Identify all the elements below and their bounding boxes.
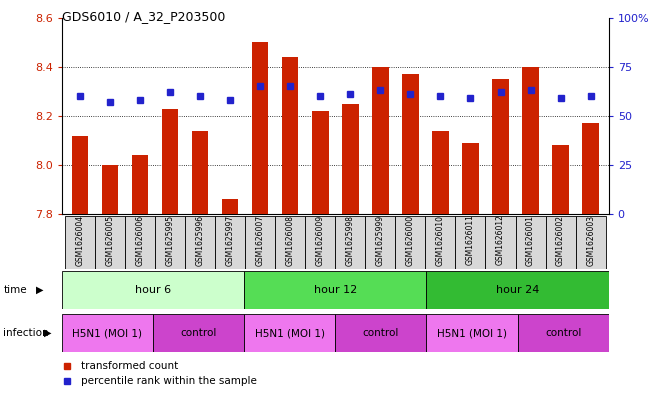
Bar bbox=[426, 314, 518, 352]
Bar bbox=[492, 79, 509, 214]
Bar bbox=[342, 104, 359, 214]
Bar bbox=[552, 145, 569, 214]
Text: GSM1626008: GSM1626008 bbox=[286, 215, 295, 266]
Text: time: time bbox=[3, 285, 27, 295]
Bar bbox=[102, 165, 118, 214]
Text: infection: infection bbox=[3, 328, 49, 338]
Text: GSM1625999: GSM1625999 bbox=[376, 215, 385, 266]
Text: H5N1 (MOI 1): H5N1 (MOI 1) bbox=[72, 328, 143, 338]
Text: GSM1625998: GSM1625998 bbox=[346, 215, 355, 266]
Text: GSM1626003: GSM1626003 bbox=[586, 215, 595, 266]
Bar bbox=[252, 42, 268, 214]
Bar bbox=[546, 216, 575, 269]
Text: transformed count: transformed count bbox=[81, 360, 178, 371]
Text: percentile rank within the sample: percentile rank within the sample bbox=[81, 376, 257, 386]
Text: GSM1626010: GSM1626010 bbox=[436, 215, 445, 266]
Bar bbox=[395, 216, 425, 269]
Bar bbox=[462, 143, 478, 214]
Text: ▶: ▶ bbox=[36, 285, 44, 295]
Bar bbox=[402, 74, 419, 214]
Text: ▶: ▶ bbox=[44, 328, 52, 338]
Bar bbox=[335, 216, 365, 269]
Bar bbox=[432, 130, 449, 214]
Text: control: control bbox=[545, 328, 581, 338]
Bar bbox=[335, 314, 426, 352]
Bar bbox=[65, 216, 95, 269]
Bar bbox=[132, 155, 148, 214]
Bar bbox=[522, 67, 539, 214]
Bar bbox=[244, 271, 426, 309]
Text: H5N1 (MOI 1): H5N1 (MOI 1) bbox=[255, 328, 325, 338]
Text: hour 12: hour 12 bbox=[314, 285, 357, 295]
Bar bbox=[95, 216, 125, 269]
Bar bbox=[426, 271, 609, 309]
Bar bbox=[245, 216, 275, 269]
Text: GSM1626011: GSM1626011 bbox=[466, 215, 475, 265]
Bar bbox=[518, 314, 609, 352]
Bar bbox=[155, 216, 185, 269]
Bar bbox=[282, 57, 298, 214]
Text: GSM1626005: GSM1626005 bbox=[105, 215, 115, 266]
Bar bbox=[244, 314, 335, 352]
Bar bbox=[192, 130, 208, 214]
Bar bbox=[222, 199, 238, 214]
Text: GSM1626006: GSM1626006 bbox=[135, 215, 145, 266]
Bar bbox=[575, 216, 605, 269]
Bar bbox=[72, 136, 88, 214]
Bar bbox=[62, 314, 153, 352]
Text: GSM1625997: GSM1625997 bbox=[226, 215, 234, 266]
Text: GSM1626007: GSM1626007 bbox=[256, 215, 265, 266]
Text: H5N1 (MOI 1): H5N1 (MOI 1) bbox=[437, 328, 507, 338]
Text: GSM1626001: GSM1626001 bbox=[526, 215, 535, 266]
Text: GSM1626002: GSM1626002 bbox=[556, 215, 565, 266]
Bar bbox=[583, 123, 599, 214]
Bar bbox=[185, 216, 215, 269]
Bar bbox=[312, 111, 329, 214]
Text: GSM1625996: GSM1625996 bbox=[195, 215, 204, 266]
Text: GSM1626004: GSM1626004 bbox=[76, 215, 85, 266]
Bar bbox=[425, 216, 456, 269]
Text: control: control bbox=[180, 328, 217, 338]
Text: GSM1626000: GSM1626000 bbox=[406, 215, 415, 266]
Text: control: control bbox=[363, 328, 399, 338]
Bar bbox=[62, 271, 244, 309]
Bar bbox=[372, 67, 389, 214]
Bar bbox=[486, 216, 516, 269]
Bar bbox=[516, 216, 546, 269]
Bar bbox=[305, 216, 335, 269]
Text: GDS6010 / A_32_P203500: GDS6010 / A_32_P203500 bbox=[62, 10, 225, 23]
Text: hour 24: hour 24 bbox=[496, 285, 539, 295]
Text: hour 6: hour 6 bbox=[135, 285, 171, 295]
Text: GSM1625995: GSM1625995 bbox=[165, 215, 174, 266]
Bar bbox=[365, 216, 395, 269]
Bar bbox=[456, 216, 486, 269]
Text: GSM1626009: GSM1626009 bbox=[316, 215, 325, 266]
Bar bbox=[215, 216, 245, 269]
Bar bbox=[161, 108, 178, 214]
Bar bbox=[153, 314, 244, 352]
Bar bbox=[125, 216, 155, 269]
Text: GSM1626012: GSM1626012 bbox=[496, 215, 505, 265]
Bar bbox=[275, 216, 305, 269]
